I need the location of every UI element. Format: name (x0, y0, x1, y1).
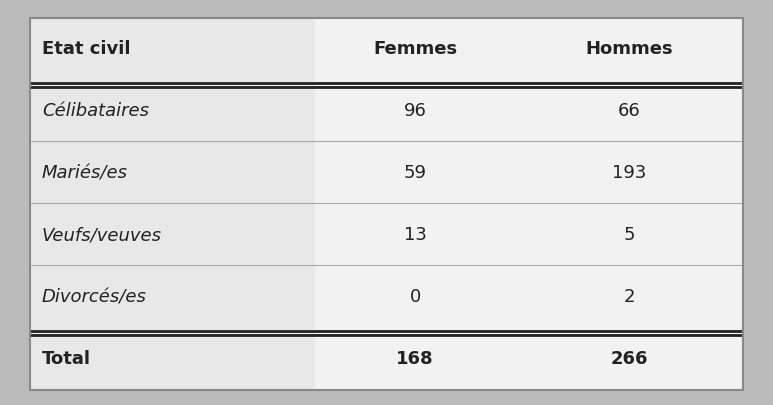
Text: Célibataires: Célibataires (42, 102, 149, 120)
Text: 5: 5 (623, 226, 635, 244)
Text: 0: 0 (410, 288, 421, 306)
Text: Veufs/veuves: Veufs/veuves (42, 226, 162, 244)
Text: 266: 266 (610, 350, 648, 368)
Text: 193: 193 (611, 164, 646, 182)
Text: 13: 13 (404, 226, 427, 244)
Text: 96: 96 (404, 102, 427, 120)
Text: 59: 59 (404, 164, 427, 182)
Text: Divorcés/es: Divorcés/es (42, 288, 147, 306)
Text: Mariés/es: Mariés/es (42, 164, 128, 182)
Text: Hommes: Hommes (585, 40, 673, 58)
Text: 168: 168 (397, 350, 434, 368)
Text: Femmes: Femmes (373, 40, 457, 58)
Text: Etat civil: Etat civil (42, 40, 131, 58)
Text: 2: 2 (623, 288, 635, 306)
Text: Total: Total (42, 350, 91, 368)
Text: 66: 66 (618, 102, 640, 120)
Bar (30, 18, 315, 390)
